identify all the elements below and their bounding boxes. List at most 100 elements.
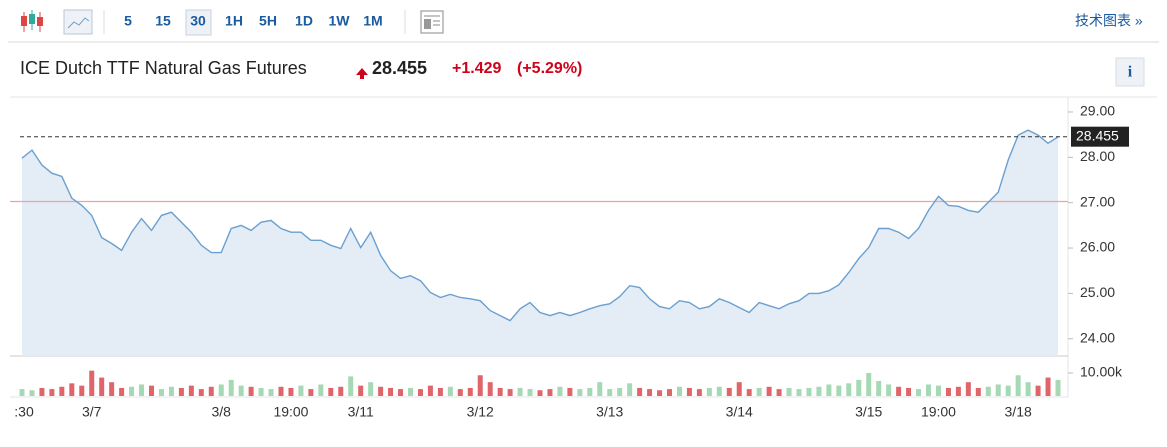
volume-bar: [896, 386, 902, 396]
layout-icon[interactable]: [420, 10, 444, 34]
volume-bar: [517, 387, 523, 396]
y-tick-label: 26.00: [1080, 239, 1115, 255]
volume-bar: [358, 385, 364, 396]
volume-bar: [208, 386, 214, 396]
volume-bar: [228, 379, 234, 396]
volume-bar: [1045, 377, 1051, 396]
volume-bar: [99, 377, 105, 396]
volume-bar: [288, 387, 294, 396]
last-price-label: 28.455: [1076, 127, 1119, 143]
interval-button[interactable]: 1M: [363, 13, 382, 29]
volume-bar: [49, 389, 55, 396]
volume-bar: [756, 387, 762, 396]
x-tick-label: 3/13: [596, 404, 623, 420]
volume-bar: [308, 389, 314, 396]
change-pct: (+5.29%): [517, 60, 582, 77]
volume-bar: [686, 387, 692, 396]
interval-button[interactable]: 5: [124, 13, 132, 29]
volume-bar: [965, 382, 971, 396]
volume-bar: [886, 384, 892, 396]
x-tick-label: 3/11: [348, 404, 374, 420]
volume-bar: [676, 386, 682, 396]
x-tick-label: 3/8: [211, 404, 231, 420]
x-tick-label: 19:00: [921, 404, 956, 420]
interval-button[interactable]: 1D: [295, 13, 313, 29]
volume-bar: [696, 389, 702, 396]
volume-bar: [935, 385, 941, 396]
tech-chart-link[interactable]: 技术图表 »: [1075, 13, 1143, 29]
info-button[interactable]: i: [1115, 57, 1145, 87]
volume-bar: [89, 370, 95, 396]
y-tick-label: 28.00: [1080, 148, 1115, 164]
volume-bar: [537, 390, 543, 396]
interval-button[interactable]: 5H: [259, 13, 277, 29]
volume-bar: [268, 389, 274, 396]
volume-bar: [258, 387, 264, 396]
volume-bar: [1055, 379, 1061, 396]
volume-bar: [238, 385, 244, 396]
volume-bar: [168, 386, 174, 396]
volume-bar: [158, 389, 164, 396]
volume-bar: [1015, 375, 1021, 396]
volume-bar: [487, 382, 493, 396]
volume-bar: [667, 389, 672, 396]
volume-bar: [338, 386, 344, 396]
volume-bar: [796, 389, 802, 396]
y-tick-label: 29.00: [1080, 103, 1115, 119]
volume-bar: [467, 387, 473, 396]
volume-bar: [547, 389, 553, 396]
volume-bar: [427, 385, 433, 396]
volume-bar: [19, 389, 25, 396]
volume-bar: [726, 387, 732, 396]
volume-bar: [457, 389, 463, 396]
volume-bar: [627, 383, 633, 396]
selected-interval-box: [185, 9, 212, 36]
volume-bar: [766, 386, 772, 396]
last-price-tag: [1071, 126, 1129, 147]
interval-button[interactable]: 30: [190, 13, 206, 29]
volume-bar: [298, 385, 304, 396]
y2-tick-label: 10.00k: [1080, 364, 1123, 380]
candle-icon[interactable]: [21, 10, 43, 32]
y-tick-label: 25.00: [1080, 284, 1115, 300]
volume-bar: [79, 385, 85, 396]
volume-bar: [776, 389, 782, 396]
x-tick-label: 3/15: [855, 404, 882, 420]
volume-bar: [447, 386, 453, 396]
volume-bar: [39, 387, 45, 396]
volume-bar: [507, 389, 513, 396]
volume-bar: [816, 386, 822, 396]
volume-bar: [109, 382, 115, 396]
x-tick-label: 3/7: [82, 404, 102, 420]
volume-bar: [378, 386, 384, 396]
volume-bar: [527, 389, 533, 396]
volume-bar: [29, 390, 35, 396]
volume-bar: [846, 383, 852, 396]
volume-bar: [746, 389, 752, 396]
volume-bar: [975, 387, 981, 396]
interval-button[interactable]: 1W: [329, 13, 351, 29]
volume-bar: [368, 382, 374, 396]
volume-bar: [437, 387, 443, 396]
volume-bar: [706, 387, 712, 396]
volume-bar: [985, 386, 991, 396]
chart-title: ICE Dutch TTF Natural Gas Futures: [20, 58, 307, 78]
volume-bar: [906, 387, 912, 396]
interval-button[interactable]: 15: [155, 13, 171, 29]
volume-bar: [119, 387, 125, 396]
volume-bar: [328, 387, 334, 396]
interval-button[interactable]: 1H: [225, 13, 243, 29]
volume-bar: [876, 381, 882, 396]
change: +1.429: [452, 60, 501, 77]
volume-bar: [178, 387, 184, 396]
area: [22, 130, 1058, 356]
volume-bar: [1025, 382, 1031, 396]
volume-bar: [567, 387, 573, 396]
volume-bar: [587, 387, 593, 396]
volume-bar: [497, 387, 503, 396]
volume-bar: [149, 385, 154, 396]
volume-bar: [806, 387, 812, 396]
volume-bar: [945, 387, 951, 396]
volume-bar: [198, 389, 204, 396]
area-icon[interactable]: [63, 9, 93, 35]
